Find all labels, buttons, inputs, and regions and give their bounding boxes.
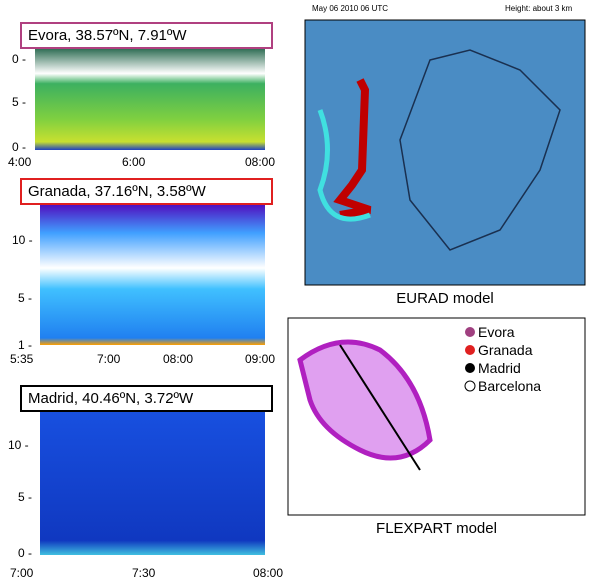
legend-marker bbox=[465, 345, 475, 355]
y-tick-label: 5 - bbox=[12, 95, 27, 109]
flexpart-track bbox=[339, 344, 421, 471]
flexpart-plume bbox=[297, 339, 433, 461]
y-tick-label: 0 - bbox=[12, 140, 27, 154]
x-tick-label: 7:30 bbox=[132, 566, 156, 580]
x-tick-label: 7:00 bbox=[10, 566, 34, 580]
legend-marker bbox=[464, 380, 476, 392]
panel-label: Granada, 37.16ºN, 3.58ºW bbox=[20, 178, 273, 205]
y-tick-label: 10 - bbox=[8, 438, 29, 452]
y-tick-label: 0 - bbox=[12, 52, 27, 66]
x-tick-label: 6:00 bbox=[122, 155, 146, 169]
x-tick-label: 4:00 bbox=[8, 155, 32, 169]
legend-marker bbox=[465, 363, 475, 373]
map-header: Height: about 3 km bbox=[505, 4, 573, 13]
y-tick-label: 1 - bbox=[18, 338, 33, 352]
map-caption: FLEXPART model bbox=[376, 520, 497, 537]
y-tick-label: 5 - bbox=[18, 291, 33, 305]
x-tick-label: 09:00 bbox=[245, 352, 276, 366]
y-tick-label: 5 - bbox=[18, 490, 33, 504]
eurad-map bbox=[304, 19, 586, 286]
eurad-plume bbox=[333, 78, 372, 219]
map-header: May 06 2010 06 UTC bbox=[312, 4, 389, 13]
legend-label: Granada bbox=[478, 342, 533, 358]
eurad-coastline bbox=[399, 49, 561, 251]
madrid-lidar-image bbox=[40, 410, 265, 555]
granada-lidar-image bbox=[40, 205, 265, 345]
x-tick-label: 08:00 bbox=[163, 352, 194, 366]
y-tick-label: 10 - bbox=[12, 233, 33, 247]
eurad-plume-edge bbox=[317, 109, 371, 222]
legend-label: Barcelona bbox=[478, 378, 542, 394]
map-caption: EURAD model bbox=[396, 290, 494, 307]
panel-label: Evora, 38.57ºN, 7.91ºW bbox=[20, 22, 273, 49]
x-tick-label: 08:00 bbox=[253, 566, 284, 580]
legend-label: Evora bbox=[478, 324, 515, 340]
y-tick-label: 0 - bbox=[18, 546, 33, 560]
x-tick-label: 7:00 bbox=[97, 352, 121, 366]
legend-label: Madrid bbox=[478, 360, 521, 376]
x-tick-label: 08:00 bbox=[245, 155, 276, 169]
evora-lidar-image bbox=[35, 48, 265, 150]
x-tick-label: 5:35 bbox=[10, 352, 34, 366]
legend-marker bbox=[465, 327, 475, 337]
panel-label: Madrid, 40.46ºN, 3.72ºW bbox=[20, 385, 273, 412]
